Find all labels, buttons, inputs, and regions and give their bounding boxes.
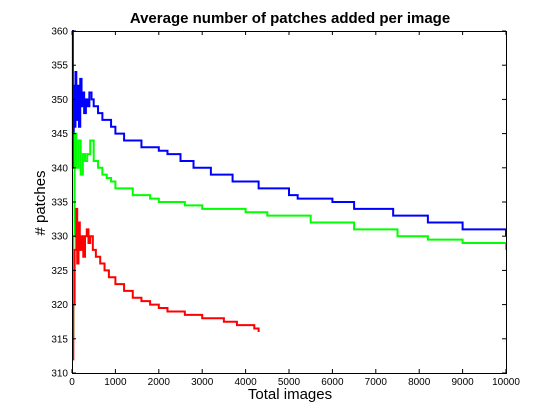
- plot-area: [72, 31, 507, 374]
- y-tick-label: 320: [51, 300, 68, 311]
- y-tick-label: 325: [51, 266, 68, 277]
- series-line-2: [72, 132, 507, 340]
- y-tick-label: 335: [51, 198, 68, 209]
- y-tick-label: 355: [51, 61, 68, 72]
- x-tick-label: 6000: [321, 377, 344, 388]
- series-layer: [71, 30, 507, 361]
- x-tick-label: 3000: [191, 377, 214, 388]
- y-tick-label: 340: [51, 163, 68, 174]
- x-tick-label: 4000: [234, 377, 257, 388]
- x-tick-label: 2000: [148, 377, 171, 388]
- x-tick-label: 8000: [408, 377, 431, 388]
- y-tick-label: 315: [51, 334, 68, 345]
- x-tick-label: 5000: [278, 377, 301, 388]
- series-line-3: [72, 207, 260, 361]
- y-tick-label: 345: [51, 129, 68, 140]
- ticks-layer: 0 1000 2000 3000 4000 5000 6000 7000 8000 9000 100…: [51, 27, 520, 389]
- y-tick-label: 330: [51, 232, 68, 243]
- x-tick-label: 1000: [104, 377, 127, 388]
- series-line-1: [71, 30, 507, 237]
- y-tick-label: 350: [51, 95, 68, 106]
- y-tick-label: 310: [51, 369, 68, 380]
- x-tick-label: 7000: [365, 377, 388, 388]
- y-tick-label: 360: [51, 27, 68, 38]
- y-axis-label: # patches: [32, 170, 49, 235]
- x-tick-label: 0: [69, 377, 75, 388]
- x-tick-label: 10000: [492, 377, 520, 388]
- chart-title: Average number of patches added per imag…: [130, 10, 450, 27]
- x-axis-label: Total images: [248, 386, 332, 403]
- x-tick-label: 9000: [451, 377, 474, 388]
